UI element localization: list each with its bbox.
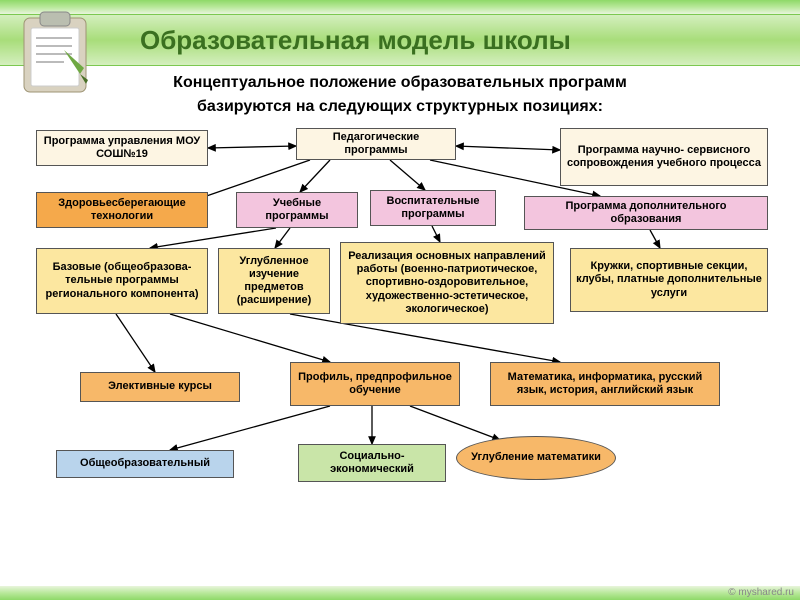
node-n8: Базовые (общеобразова- тельные программы… — [36, 248, 208, 314]
node-n2: Педагогические программы — [296, 128, 456, 160]
node-n9: Углубленное изучение предметов (расширен… — [218, 248, 330, 314]
node-n16: Социально- экономический — [298, 444, 446, 482]
node-n4: Здоровьесберегающие технологии — [36, 192, 208, 228]
node-n10: Реализация основных направлений работы (… — [340, 242, 554, 324]
node-n13: Профиль, предпрофильное обучение — [290, 362, 460, 406]
bottom-stripe — [0, 586, 800, 600]
node-n6: Воспитательные программы — [370, 190, 496, 226]
header-band: Образовательная модель школы — [0, 14, 800, 66]
clipboard-icon — [6, 2, 104, 105]
node-n15: Общеобразовательный — [56, 450, 234, 478]
subtitle-line-2: базируются на следующих структурных пози… — [0, 98, 800, 116]
node-n3: Программа научно- сервисного сопровожден… — [560, 128, 768, 186]
node-n12: Элективные курсы — [80, 372, 240, 402]
node-n17: Углубление математики — [456, 436, 616, 480]
watermark: © myshared.ru — [728, 587, 794, 598]
node-n14: Математика, информатика, русский язык, и… — [490, 362, 720, 406]
page-title: Образовательная модель школы — [140, 25, 571, 56]
subtitle-line-1: Концептуальное положение образовательных… — [0, 74, 800, 92]
node-n1: Программа управления МОУ СОШ№19 — [36, 130, 208, 166]
node-n5: Учебные программы — [236, 192, 358, 228]
node-n7: Программа дополнительного образования — [524, 196, 768, 230]
node-n11: Кружки, спортивные секции, клубы, платны… — [570, 248, 768, 312]
top-stripe — [0, 0, 800, 14]
